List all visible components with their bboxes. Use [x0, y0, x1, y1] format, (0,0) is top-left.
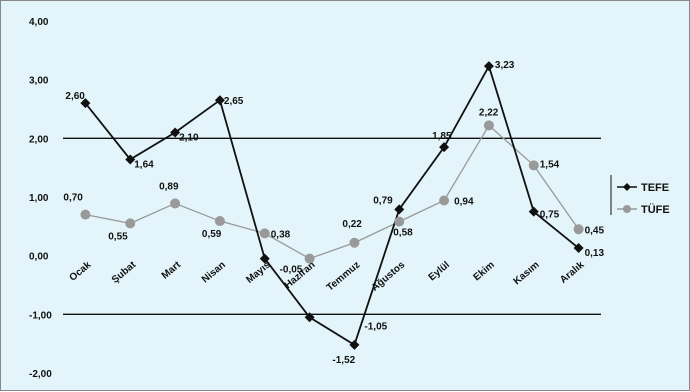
data-point — [304, 253, 315, 264]
data-label: 0,89 — [159, 181, 179, 192]
plot-background — [63, 21, 601, 373]
data-label: 2,22 — [479, 107, 499, 118]
y-tick-label: -1,00 — [29, 310, 52, 321]
data-point — [349, 339, 360, 350]
data-point — [573, 243, 584, 254]
legend: TEFE TÜFE — [610, 175, 670, 216]
data-point — [528, 206, 539, 217]
y-tick-label: 2,00 — [29, 134, 49, 145]
data-label: 1,64 — [134, 159, 154, 170]
data-point — [304, 312, 315, 323]
series-lines — [84, 63, 580, 347]
y-tick-label: 1,00 — [29, 193, 49, 204]
y-tick-label: 0,00 — [29, 252, 49, 263]
plot-area — [63, 21, 601, 373]
data-point — [259, 228, 270, 239]
legend-marker — [623, 183, 631, 191]
data-point — [125, 218, 136, 229]
data-label: 2,60 — [65, 91, 85, 102]
data-label: 0,45 — [585, 225, 605, 236]
data-point — [394, 216, 405, 227]
data-label: 0,38 — [271, 229, 291, 240]
data-label: 0,59 — [202, 229, 222, 240]
data-point — [259, 253, 270, 264]
data-label: 2,10 — [179, 132, 199, 143]
data-label: 0,22 — [342, 219, 362, 230]
data-label: 2,65 — [224, 96, 244, 107]
data-label: -1,52 — [332, 355, 355, 366]
data-point — [483, 61, 494, 72]
data-point — [125, 154, 136, 165]
data-point — [439, 195, 450, 206]
series-line-0 — [84, 63, 580, 347]
data-point — [483, 120, 494, 131]
data-label: 1,54 — [540, 159, 560, 170]
legend-marker — [623, 205, 631, 213]
data-label: 0,75 — [540, 210, 560, 221]
legend-label: TEFE — [641, 182, 669, 194]
data-label: -0,05 — [280, 265, 303, 276]
data-label: 0,70 — [63, 193, 83, 204]
data-point — [349, 237, 360, 248]
data-point — [214, 216, 225, 227]
data-point — [394, 204, 405, 215]
data-point — [80, 98, 91, 109]
data-label: 0,79 — [373, 195, 393, 206]
data-point — [170, 127, 181, 138]
series-points — [80, 61, 584, 350]
data-label: 0,13 — [585, 248, 605, 259]
y-tick-label: -2,00 — [29, 369, 52, 380]
y-tick-label: 4,00 — [29, 17, 49, 28]
data-point — [439, 142, 450, 153]
data-point — [170, 198, 181, 209]
data-label: 0,94 — [454, 197, 474, 208]
data-label: 0,55 — [108, 231, 128, 242]
series-line-1 — [85, 124, 580, 260]
y-axis-ticks: 4,00 3,00 2,00 1,00 0,00 -1,00 -2,00 — [29, 17, 52, 380]
data-point — [573, 224, 584, 235]
y-tick-label: 3,00 — [29, 76, 49, 87]
data-point — [214, 95, 225, 106]
data-label: 0,58 — [393, 228, 413, 239]
data-point — [80, 209, 91, 220]
data-point — [528, 160, 539, 171]
data-labels: 2,60 1,64 2,10 2,65 -1,52 0,79 1,85 3,23 0,75 0,1… — [63, 60, 604, 366]
legend-label: TÜFE — [641, 203, 670, 216]
data-label: 3,23 — [495, 60, 515, 71]
data-label: 1,85 — [432, 131, 452, 142]
data-label: -1,05 — [364, 321, 387, 332]
